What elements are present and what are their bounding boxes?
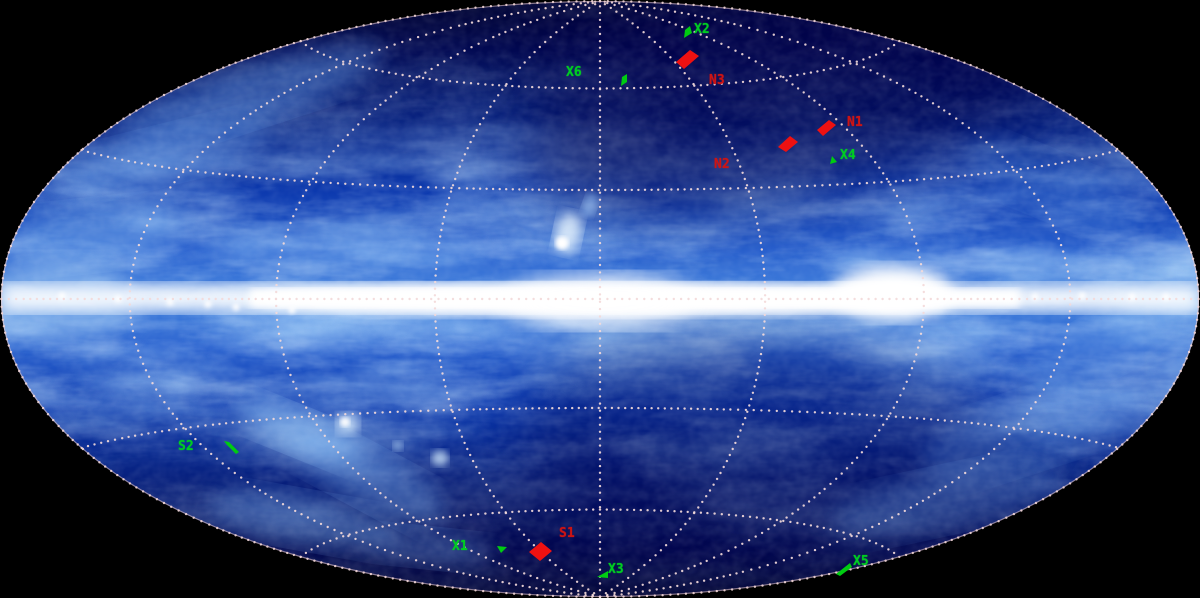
region-patch-X6 bbox=[621, 74, 627, 86]
region-patch-N1 bbox=[817, 120, 836, 136]
region-patch-N2 bbox=[778, 136, 798, 152]
region-patch-X2 bbox=[684, 26, 692, 38]
region-patch-S1 bbox=[529, 542, 552, 561]
region-patch-N3 bbox=[676, 50, 699, 69]
region-patch-X1 bbox=[497, 546, 507, 553]
region-patch-S2 bbox=[224, 441, 239, 454]
region-patches bbox=[224, 26, 852, 578]
region-patch-X5 bbox=[836, 563, 852, 576]
region-patch-X3 bbox=[597, 571, 608, 578]
region-patch-X4 bbox=[830, 156, 837, 164]
